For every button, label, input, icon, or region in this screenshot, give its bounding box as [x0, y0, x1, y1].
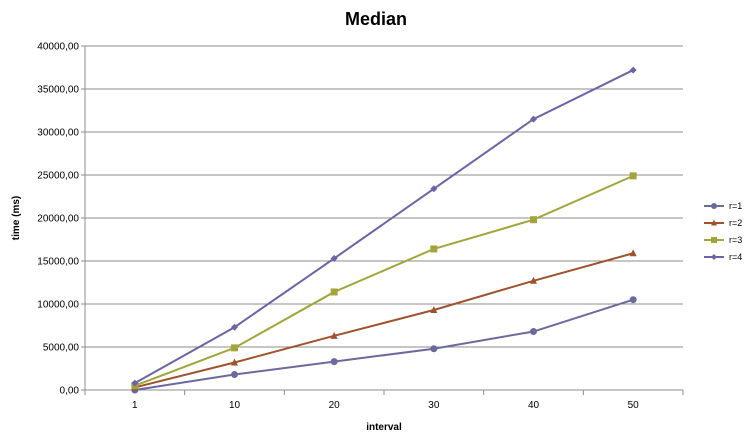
data-point — [530, 276, 537, 284]
legend-item: r=4 — [704, 252, 742, 262]
legend-item: r=1 — [704, 201, 742, 211]
series-line — [134, 252, 634, 389]
data-point — [330, 358, 338, 366]
data-point — [711, 254, 717, 260]
data-point — [530, 328, 537, 336]
series-line — [134, 69, 634, 384]
data-point — [711, 203, 717, 209]
legend-item: r=3 — [704, 235, 742, 245]
data-point — [231, 323, 238, 331]
y-tick-label: 15000,00 — [37, 257, 79, 268]
legend-item: r=2 — [704, 218, 742, 228]
data-point — [629, 172, 637, 180]
data-point — [231, 344, 238, 352]
y-tick-label: 0,00 — [60, 386, 80, 397]
legend-label: r=4 — [729, 252, 742, 262]
data-point — [530, 115, 537, 123]
series-line — [134, 174, 634, 387]
y-tick-label: 10000,00 — [37, 300, 79, 311]
series-r=1 — [131, 296, 637, 394]
x-tick-label: 30 — [428, 400, 440, 411]
legend-label: r=3 — [729, 235, 742, 245]
gridlines — [85, 45, 683, 348]
y-tick-label: 40000,00 — [37, 42, 79, 53]
y-tick-label: 30000,00 — [37, 128, 79, 139]
x-tick-label: 20 — [329, 400, 341, 411]
y-axis-title: time (ms) — [11, 196, 22, 240]
y-axis-ticks: 0,00 5000,00 10000,00 15000,00 20000,00 25000… — [37, 42, 85, 397]
data-point — [430, 185, 438, 193]
data-point — [629, 296, 637, 304]
data-point — [330, 288, 338, 296]
y-tick-label: 25000,00 — [37, 171, 79, 182]
series-line — [134, 298, 634, 391]
data-point — [711, 219, 717, 226]
x-tick-label: 10 — [229, 400, 241, 411]
data-point — [430, 345, 438, 353]
x-axis-ticks: 1 10 20 30 40 50 — [84, 390, 684, 411]
data-point — [530, 216, 537, 224]
chart-title: Median — [345, 9, 407, 29]
data-point — [330, 331, 338, 339]
legend-label: r=2 — [729, 218, 742, 228]
series-r=3 — [131, 172, 637, 390]
series-r=4 — [131, 66, 637, 387]
legend: r=1 r=2 r=3 r=4 — [704, 201, 742, 262]
data-point — [231, 358, 238, 366]
data-point — [231, 371, 238, 379]
legend-label: r=1 — [729, 201, 742, 211]
y-tick-label: 35000,00 — [37, 85, 79, 96]
data-point — [629, 66, 637, 74]
series-group — [131, 66, 637, 394]
data-point — [430, 245, 438, 253]
x-tick-label: 50 — [628, 400, 640, 411]
y-tick-label: 20000,00 — [37, 214, 79, 225]
x-axis-title: interval — [366, 422, 402, 433]
y-tick-label: 5000,00 — [43, 343, 80, 354]
x-tick-label: 40 — [528, 400, 540, 411]
data-point — [131, 379, 139, 387]
data-point — [629, 249, 637, 257]
x-tick-label: 1 — [132, 400, 138, 411]
data-point — [430, 306, 438, 314]
data-point — [711, 237, 717, 243]
data-point — [330, 254, 338, 262]
